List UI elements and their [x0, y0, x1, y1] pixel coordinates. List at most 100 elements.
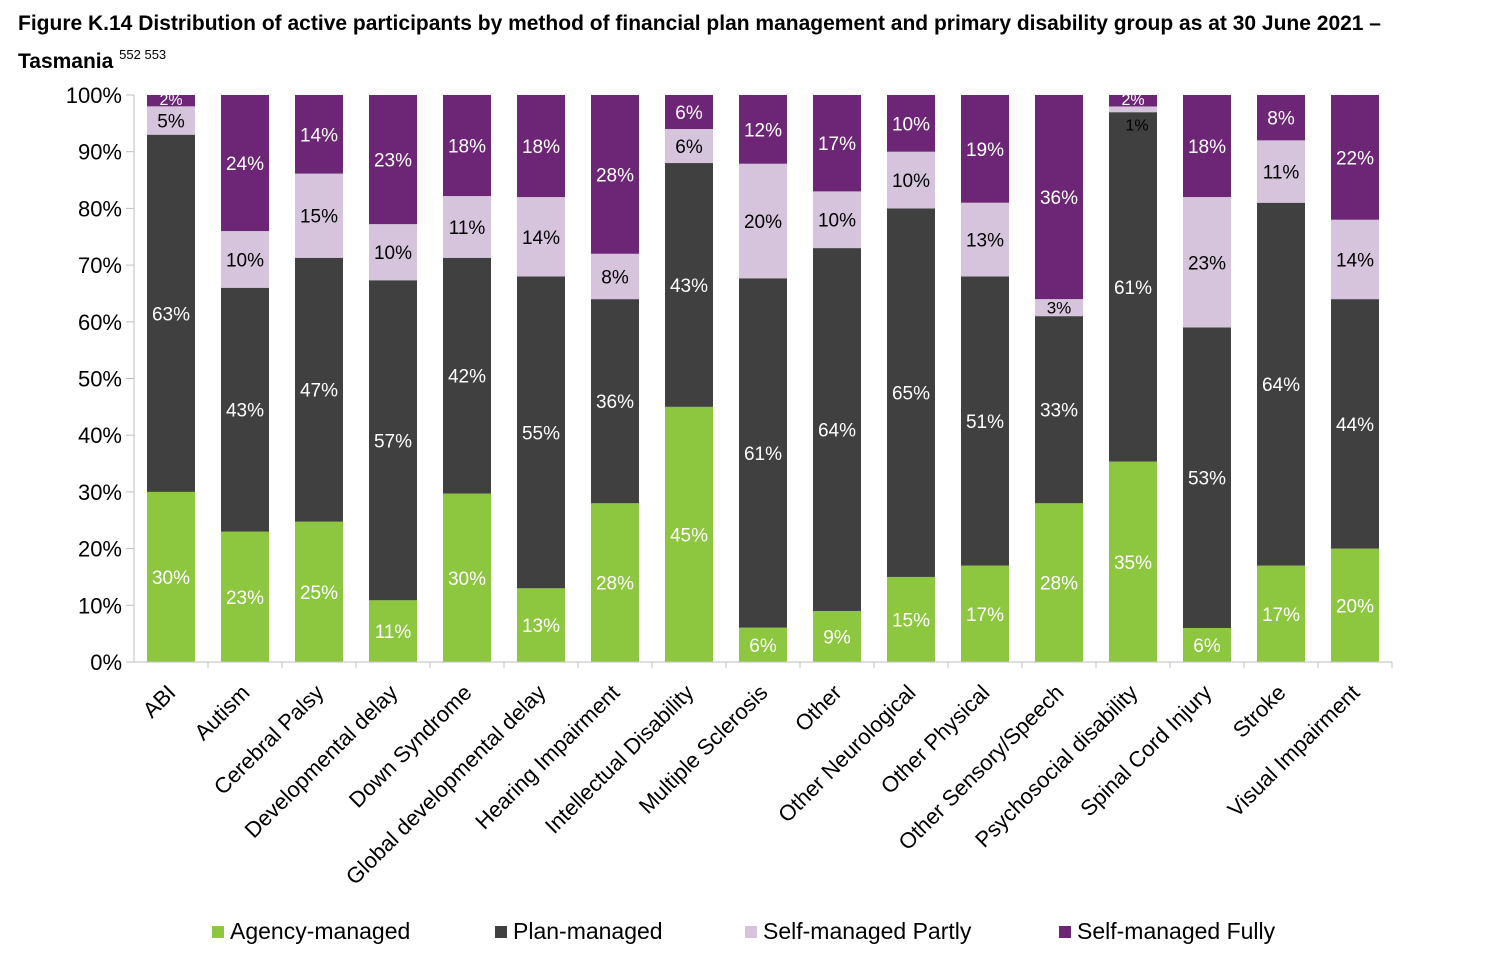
bar-segment [295, 95, 343, 174]
data-label: 13% [522, 616, 560, 637]
x-tick-label: Spinal Cord Injury [1075, 680, 1216, 821]
bar-stack: 25% 47% 15% 14% [295, 95, 343, 662]
legend-swatch [1059, 925, 1071, 938]
bar-segment [147, 106, 195, 135]
x-tick-label: Other Neurological [773, 680, 920, 827]
data-label: 45% [670, 525, 708, 546]
bar-segment [813, 610, 861, 662]
bar-segment [369, 600, 417, 662]
data-label: 47% [300, 381, 338, 402]
chart-title-text: Figure K.14 Distribution of active parti… [18, 12, 1381, 73]
bar-segment [1035, 503, 1083, 662]
x-tick-label: Stroke [1228, 680, 1291, 743]
legend: Agency-managed Plan-managed Self-managed P… [0, 918, 1491, 952]
bar-stack: 23% 43% 10% 24% [221, 95, 269, 662]
data-label: 23% [226, 588, 264, 609]
bar-segment [1257, 565, 1305, 662]
data-label: 14% [522, 228, 560, 249]
bar-segment [517, 197, 565, 277]
data-label: 24% [226, 154, 264, 175]
data-label: 33% [1040, 401, 1078, 422]
bar-stack: 28% 36% 8% 28% [591, 95, 639, 662]
data-label: 10% [374, 243, 412, 264]
stacked-bar-chart: 0% 10% 20% 30% 40% 50% 60% 70% 80% 90% 100% 30% 63%… [66, 83, 1393, 890]
data-label: 6% [749, 636, 777, 657]
bar-segment [665, 163, 713, 407]
y-tick-label: 100% [66, 83, 122, 108]
bar-segment [1109, 461, 1157, 662]
bar-segment [295, 521, 343, 662]
bar-stack: 11% 57% 10% 23% [369, 95, 417, 662]
bar-segment [665, 129, 713, 164]
y-tick-label: 60% [78, 310, 122, 335]
data-label: 43% [226, 401, 264, 422]
bar-stack: 30% 42% 11% 18% [443, 95, 491, 662]
y-tick-label: 20% [78, 537, 122, 562]
legend-label: Agency-managed [230, 918, 411, 944]
data-label: 17% [1262, 605, 1300, 626]
x-tick-label: Hearing Impairment [470, 680, 624, 834]
data-label: 12% [744, 120, 782, 141]
bars: 30% 63% 5% 2% 23% 43% 10% 24% 25% 47% 15% 14% 11% 57%… [147, 92, 1379, 662]
data-label: 18% [1188, 137, 1226, 158]
data-label: 18% [448, 137, 486, 158]
bar-stack: 20% 44% 14% 22% [1331, 95, 1379, 662]
bar-segment [1183, 95, 1231, 198]
data-label: 10% [892, 171, 930, 192]
data-label: 10% [818, 211, 856, 232]
bar-segment [887, 151, 935, 209]
data-label: 13% [966, 231, 1004, 252]
data-label: 20% [744, 212, 782, 233]
data-label: 53% [1188, 469, 1226, 490]
data-label: 20% [1336, 596, 1374, 617]
data-label: 61% [1114, 278, 1152, 299]
bar-segment [739, 163, 787, 279]
x-tick-label: ABI [138, 680, 181, 723]
data-label: 1% [1125, 117, 1148, 134]
legend-item: Agency-managed [212, 918, 410, 945]
data-label: 6% [675, 137, 703, 158]
bar-segment [961, 202, 1009, 277]
bar-segment [739, 278, 787, 628]
data-label: 2% [159, 92, 182, 109]
data-label: 30% [152, 568, 190, 589]
bar-segment [369, 224, 417, 281]
bar-stack: 9% 64% 10% 17% [813, 95, 861, 662]
bar-segment [813, 191, 861, 249]
bar-segment [443, 493, 491, 662]
bar-segment [739, 95, 787, 164]
bar-stack: 28% 33% 3% 36% [1035, 95, 1083, 662]
y-tick-label: 0% [90, 650, 122, 675]
y-tick-label: 80% [78, 196, 122, 221]
y-axis: 0% 10% 20% 30% 40% 50% 60% 70% 80% 90% 100% [66, 83, 135, 675]
y-tick-label: 10% [78, 593, 122, 618]
data-label: 43% [670, 276, 708, 297]
data-label: 64% [1262, 375, 1300, 396]
bar-segment [887, 95, 935, 152]
data-label: 14% [1336, 250, 1374, 271]
data-label: 35% [1114, 553, 1152, 574]
data-label: 6% [1193, 636, 1221, 657]
bar-stack: 45% 43% 6% 6% [665, 95, 713, 662]
data-label: 57% [374, 431, 412, 452]
data-label: 64% [818, 421, 856, 442]
bar-segment [1257, 202, 1305, 566]
data-label: 17% [818, 134, 856, 155]
bar-segment [961, 565, 1009, 662]
bar-segment [517, 276, 565, 589]
bar-stack: 17% 51% 13% 19% [961, 95, 1009, 662]
data-label: 11% [449, 218, 486, 239]
bar-segment [443, 196, 491, 258]
bar-segment [147, 134, 195, 492]
data-label: 30% [448, 569, 486, 590]
bar-segment [1109, 112, 1157, 462]
bar-segment [887, 208, 935, 577]
bar-segment [1183, 327, 1231, 628]
data-label: 55% [522, 423, 560, 444]
y-tick-label: 40% [78, 423, 122, 448]
x-tick-label: Visual Impairment [1223, 680, 1365, 822]
bar-segment [1035, 299, 1083, 317]
bar-segment [1035, 316, 1083, 504]
bar-segment [665, 95, 713, 130]
